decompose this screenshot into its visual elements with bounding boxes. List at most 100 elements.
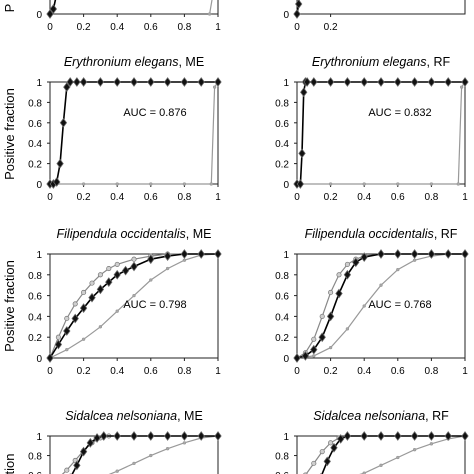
x-tick-label: 0.6: [144, 366, 158, 377]
panel-title: Filipendula occidentalis, RF: [305, 227, 458, 241]
data-point-dot: [396, 182, 400, 186]
y-tick-label: 0.6: [28, 119, 42, 130]
data-point-circle: [81, 289, 87, 296]
x-tick-label: 0.4: [357, 366, 371, 377]
panel-title: Sidalcea nelsoniana, ME: [65, 409, 203, 423]
y-tick-label: 0.6: [28, 471, 42, 474]
data-point-diamond: [377, 431, 385, 441]
panel-3: Erythronium elegans, RF 0 0.2 0.4 0.6 0.8 1 0 0.…: [275, 55, 469, 203]
data-point-dot: [456, 182, 460, 186]
series-line-gray-line: [297, 81, 466, 185]
y-tick-label: 1: [283, 250, 289, 261]
panel-2: Erythronium elegans, ME 0 0.2 0.4 0.6 0.8 1 0 0.…: [28, 55, 222, 203]
data-point-dot: [207, 12, 212, 16]
data-point-diamond: [293, 353, 301, 363]
data-point-circle: [106, 266, 112, 272]
panel-title: Filipendula occidentalis, ME: [57, 227, 212, 241]
data-point-diamond: [343, 431, 352, 441]
plot-frame: [296, 0, 466, 15]
data-point-diamond: [147, 254, 155, 265]
y-tick-label: 0.6: [275, 471, 289, 474]
data-point-diamond: [410, 431, 419, 441]
y-tick-label: 0: [36, 10, 42, 21]
plot-frame: [296, 253, 466, 359]
y-tick-label: 0.4: [275, 139, 289, 150]
data-point-diamond: [46, 353, 54, 363]
data-point-diamond: [66, 77, 74, 87]
data-point-diamond: [93, 433, 101, 443]
data-point-circle: [319, 449, 325, 455]
data-point-diamond: [96, 284, 105, 295]
data-point-dot: [412, 448, 417, 452]
data-point-circle: [344, 261, 350, 267]
data-point-diamond: [180, 431, 189, 441]
data-point-dot: [459, 85, 464, 89]
y-tick-label: 0.4: [275, 312, 289, 323]
data-point-diamond: [49, 4, 58, 14]
y-tick-label: 0.6: [275, 119, 289, 130]
data-point-circle: [97, 272, 103, 278]
y-tick-label: 0.8: [275, 452, 289, 463]
x-tick-label: 0.8: [177, 22, 191, 33]
data-point-dot: [182, 441, 187, 445]
data-point-dot: [115, 469, 119, 473]
data-point-diamond: [180, 77, 189, 87]
data-point-circle: [328, 289, 334, 296]
data-point-diamond: [377, 77, 385, 87]
data-point-dot: [379, 463, 383, 467]
x-tick-label: 0: [294, 192, 300, 203]
data-point-diamond: [113, 431, 121, 441]
data-point-diamond: [214, 249, 222, 259]
x-tick-label: 0.6: [391, 192, 405, 203]
row0-ylabel-fragment: P: [2, 4, 17, 13]
panel-7: Sidalcea nelsoniana, RF 0.6 0.8 1: [275, 409, 469, 474]
y-tick-label: 1: [36, 432, 42, 443]
data-point-dot: [165, 266, 170, 271]
data-point-diamond: [71, 313, 79, 324]
data-point-diamond: [303, 77, 311, 87]
data-point-diamond: [352, 257, 360, 268]
plot-frame: [296, 81, 466, 185]
data-point-diamond: [444, 431, 452, 441]
y-tick-label: 0.8: [28, 98, 42, 109]
data-point-dot: [132, 293, 136, 298]
panel-title: Erythronium elegans, ME: [64, 55, 204, 69]
x-tick-label: 0.2: [77, 366, 91, 377]
data-point-circle: [64, 315, 70, 322]
data-point-dot: [212, 85, 217, 89]
data-point-diamond: [326, 311, 335, 322]
data-point-diamond: [79, 77, 88, 87]
data-point-diamond: [410, 249, 419, 259]
data-point-diamond: [295, 0, 303, 9]
x-tick-label: 0.2: [77, 22, 91, 33]
data-point-diamond: [360, 431, 368, 441]
data-point-diamond: [100, 431, 108, 441]
data-point-diamond: [54, 339, 63, 350]
data-point-dot: [81, 337, 86, 341]
data-point-diamond: [46, 9, 54, 19]
data-point-diamond: [360, 252, 368, 262]
data-point-diamond: [73, 77, 81, 87]
data-point-dot: [312, 354, 316, 358]
data-point-dot: [209, 182, 213, 186]
data-point-dot: [149, 182, 153, 186]
data-point-diamond: [444, 249, 452, 259]
y-tick-label: 0.4: [28, 312, 42, 323]
data-point-diamond: [394, 431, 402, 441]
data-point-circle: [72, 301, 78, 307]
data-point-diamond: [88, 292, 96, 303]
x-tick-label: 0.4: [110, 22, 124, 33]
auc-label: AUC = 0.768: [368, 299, 431, 311]
x-tick-label: 0.6: [144, 192, 158, 203]
y-tick-label: 0: [36, 180, 42, 191]
data-point-diamond: [79, 446, 88, 457]
data-point-diamond: [337, 434, 345, 444]
auc-label: AUC = 0.832: [368, 107, 431, 119]
y-tick-label: 0.2: [275, 160, 289, 171]
panel-0: 00 0.2 0.4 0.6 0.8 1: [36, 0, 221, 33]
data-point-diamond: [147, 77, 155, 87]
model-name: , RF: [434, 227, 458, 241]
y-tick-label: 0.8: [28, 271, 42, 282]
data-point-dot: [182, 182, 187, 186]
